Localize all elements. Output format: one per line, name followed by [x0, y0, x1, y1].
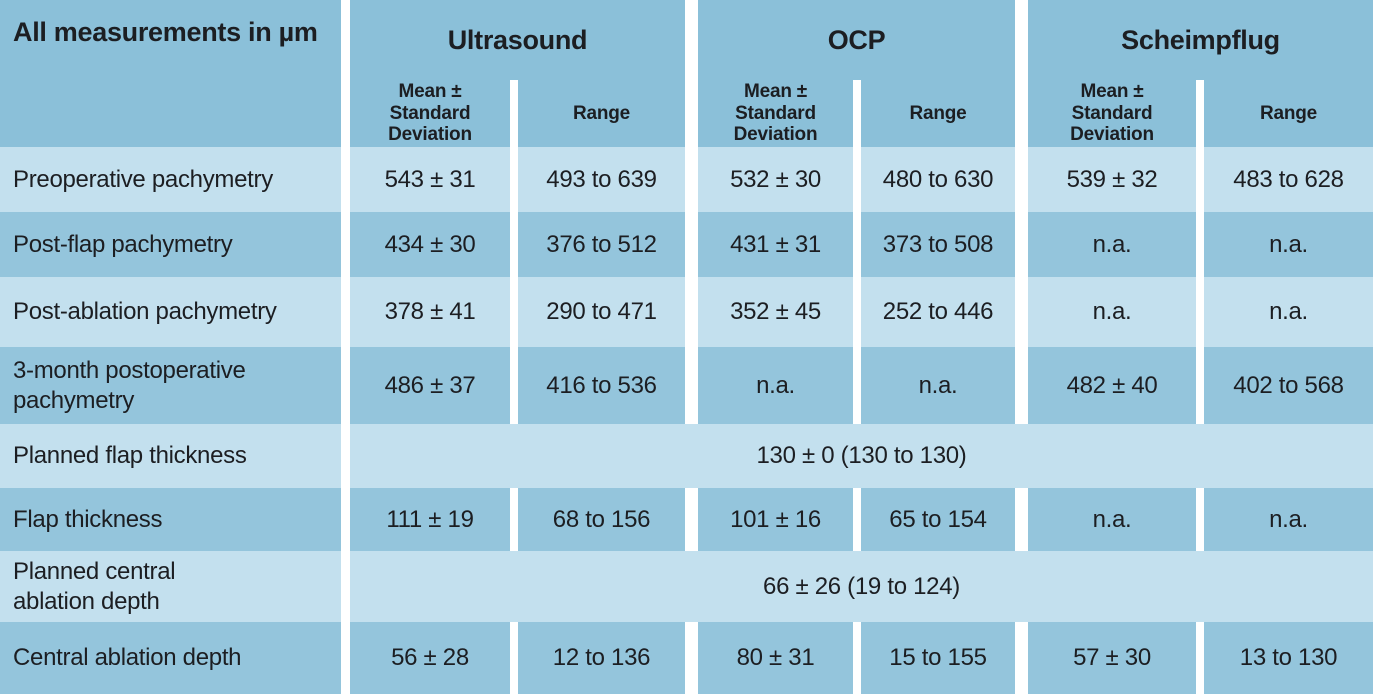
data-cell: 13 to 130 [1204, 622, 1373, 694]
subheader-mean-scheimpflug: Mean ± Standard Deviation [1028, 80, 1196, 147]
data-cell: 532 ± 30 [698, 147, 853, 212]
data-cell: n.a. [698, 347, 853, 424]
row-label-post-ablation-pachymetry: Post-ablation pachymetry [0, 277, 341, 347]
data-cell: n.a. [1028, 277, 1196, 347]
row-label-planned-central-ablation-depth: Planned central ablation depth [0, 551, 341, 622]
data-cell: 434 ± 30 [350, 212, 510, 277]
data-cell: 483 to 628 [1204, 147, 1373, 212]
data-cell: 480 to 630 [861, 147, 1015, 212]
data-cell: 101 ± 16 [698, 488, 853, 551]
row-label-planned-flap-thickness: Planned flap thickness [0, 424, 341, 488]
row-label-flap-thickness: Flap thickness [0, 488, 341, 551]
data-cell: 80 ± 31 [698, 622, 853, 694]
corner-header-cell: All measurements in µm [0, 0, 341, 147]
data-cell: 15 to 155 [861, 622, 1015, 694]
data-cell: 373 to 508 [861, 212, 1015, 277]
data-cell: 12 to 136 [518, 622, 685, 694]
subheader-range-ultrasound: Range [518, 80, 685, 147]
data-cell: 416 to 536 [518, 347, 685, 424]
row-label-3-month-postoperative-pachymetry: 3-month postoperative pachymetry [0, 347, 341, 424]
data-cell: 68 to 156 [518, 488, 685, 551]
data-cell: 543 ± 31 [350, 147, 510, 212]
group-header-scheimpflug: Scheimpflug [1028, 0, 1373, 80]
data-cell: 65 to 154 [861, 488, 1015, 551]
data-cell: n.a. [1028, 488, 1196, 551]
data-cell: 486 ± 37 [350, 347, 510, 424]
data-cell: 252 to 446 [861, 277, 1015, 347]
row-label-central-ablation-depth: Central ablation depth [0, 622, 341, 694]
data-cell: 57 ± 30 [1028, 622, 1196, 694]
data-cell: 352 ± 45 [698, 277, 853, 347]
row-label-preoperative-pachymetry: Preoperative pachymetry [0, 147, 341, 212]
data-cell: 402 to 568 [1204, 347, 1373, 424]
group-header-ultrasound: Ultrasound [350, 0, 685, 80]
data-cell: n.a. [1204, 488, 1373, 551]
merged-data-cell: 130 ± 0 (130 to 130) [350, 424, 1373, 488]
merged-data-cell: 66 ± 26 (19 to 124) [350, 551, 1373, 622]
data-cell: n.a. [1204, 277, 1373, 347]
subheader-mean-ocp: Mean ± Standard Deviation [698, 80, 853, 147]
data-cell: 376 to 512 [518, 212, 685, 277]
data-cell: 378 ± 41 [350, 277, 510, 347]
data-cell: 482 ± 40 [1028, 347, 1196, 424]
subheader-range-ocp: Range [861, 80, 1015, 147]
subheader-mean-ultrasound: Mean ± Standard Deviation [350, 80, 510, 147]
group-header-ocp: OCP [698, 0, 1015, 80]
row-label-post-flap-pachymetry: Post-flap pachymetry [0, 212, 341, 277]
data-cell: n.a. [1204, 212, 1373, 277]
data-cell: 431 ± 31 [698, 212, 853, 277]
data-cell: 111 ± 19 [350, 488, 510, 551]
data-cell: 290 to 471 [518, 277, 685, 347]
data-cell: 493 to 639 [518, 147, 685, 212]
subheader-range-scheimpflug: Range [1204, 80, 1373, 147]
data-cell: n.a. [861, 347, 1015, 424]
data-cell: 56 ± 28 [350, 622, 510, 694]
data-cell: n.a. [1028, 212, 1196, 277]
data-cell: 539 ± 32 [1028, 147, 1196, 212]
